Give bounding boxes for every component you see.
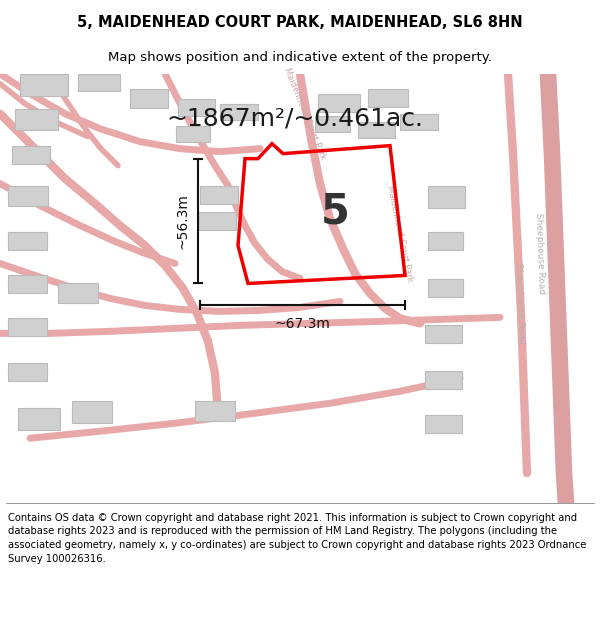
Text: Map shows position and indicative extent of the property.: Map shows position and indicative extent… [108,51,492,64]
Text: Sheephouse Road: Sheephouse Road [534,213,546,294]
Polygon shape [358,122,395,138]
Polygon shape [72,401,112,423]
Text: Maidenhead Court Park: Maidenhead Court Park [283,66,328,161]
Polygon shape [315,116,350,132]
Polygon shape [195,401,235,421]
Polygon shape [425,415,462,433]
Text: Maidenhead Court Park: Maidenhead Court Park [385,184,415,282]
Text: ~67.3m: ~67.3m [275,318,331,331]
Polygon shape [130,89,168,107]
Text: ~56.3m: ~56.3m [176,193,190,249]
Polygon shape [18,408,60,430]
Polygon shape [8,318,47,336]
Polygon shape [8,231,47,251]
Polygon shape [178,99,215,116]
Text: 5: 5 [320,191,349,232]
Text: Contains OS data © Crown copyright and database right 2021. This information is : Contains OS data © Crown copyright and d… [8,513,586,564]
Polygon shape [12,146,50,164]
Polygon shape [400,114,438,129]
Polygon shape [425,326,462,343]
Polygon shape [15,109,58,129]
Polygon shape [8,186,48,206]
Polygon shape [428,279,463,298]
Polygon shape [368,89,408,107]
Text: Sheephouse Road: Sheephouse Road [514,262,526,344]
Text: ~1867m²/~0.461ac.: ~1867m²/~0.461ac. [167,107,424,131]
Polygon shape [428,231,463,251]
Polygon shape [428,186,465,208]
Polygon shape [200,186,238,204]
Polygon shape [318,94,360,112]
Polygon shape [220,104,258,119]
Polygon shape [8,363,47,381]
Polygon shape [20,74,68,96]
Polygon shape [58,284,98,303]
Polygon shape [78,74,120,91]
Polygon shape [425,371,462,389]
Polygon shape [8,276,47,293]
Polygon shape [198,211,236,229]
Text: 5, MAIDENHEAD COURT PARK, MAIDENHEAD, SL6 8HN: 5, MAIDENHEAD COURT PARK, MAIDENHEAD, SL… [77,14,523,29]
Polygon shape [176,126,210,142]
